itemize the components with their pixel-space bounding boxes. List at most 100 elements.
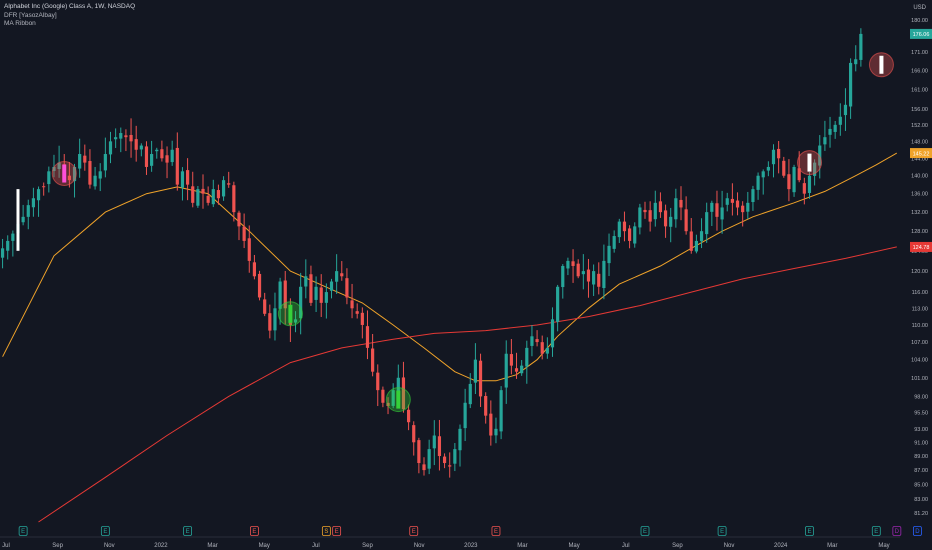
symbol-title: Alphabet Inc (Google) Class A, 1W, NASDA…	[4, 3, 136, 10]
candle-body	[103, 154, 107, 171]
candle-body	[458, 428, 462, 451]
candle-body	[201, 188, 205, 194]
price-axis-label	[910, 28, 932, 39]
y-tick-label: 89.00	[914, 454, 928, 460]
candle-body	[278, 281, 282, 309]
candle-body	[499, 390, 503, 432]
candle-body	[437, 436, 442, 457]
y-tick-label: 166.00	[911, 68, 928, 74]
candle-body	[756, 175, 760, 190]
event-marker-dividend[interactable]	[892, 526, 902, 536]
event-marker-earnings[interactable]	[250, 526, 259, 536]
candle-body	[406, 409, 411, 423]
event-marker-earnings[interactable]	[805, 526, 814, 536]
candle-body	[813, 162, 817, 176]
candle-body	[540, 342, 544, 354]
event-marker-glyph: E	[252, 529, 256, 535]
candle-body	[622, 221, 627, 232]
event-marker-split[interactable]	[321, 526, 331, 536]
candle-body	[31, 198, 36, 208]
event-marker-earnings[interactable]	[871, 526, 881, 536]
event-marker-earnings[interactable]	[640, 526, 650, 536]
event-marker-earnings[interactable]	[409, 526, 419, 536]
candle-body	[453, 449, 457, 464]
event-marker-earnings[interactable]	[183, 526, 192, 536]
signal-highlight-bar	[62, 164, 67, 183]
x-tick-label: Nov	[104, 543, 115, 549]
candle-body	[36, 189, 41, 201]
candle-body	[566, 260, 570, 269]
event-marker-dividend[interactable]	[18, 526, 28, 536]
event-marker-earnings[interactable]	[717, 526, 727, 536]
candle-body	[88, 161, 92, 185]
candle-body	[21, 216, 25, 223]
candle-body	[196, 189, 200, 206]
x-tick-label: Sep	[672, 543, 683, 549]
candle-body	[612, 236, 616, 249]
candle-body	[627, 228, 632, 241]
x-tick-label: Jul	[2, 543, 10, 549]
event-marker-earnings[interactable]	[332, 526, 342, 536]
price-axis-label	[910, 148, 932, 159]
candle-body	[679, 199, 683, 208]
y-tick-label: 152.00	[911, 123, 928, 129]
candle-body	[643, 209, 647, 213]
candle-body	[160, 149, 164, 159]
event-marker-earnings[interactable]	[100, 526, 110, 536]
candle-body	[792, 166, 796, 193]
candle-body	[771, 149, 776, 165]
candle-body	[807, 175, 812, 193]
candle-body	[576, 263, 580, 277]
candle-body	[252, 262, 257, 277]
event-marker-dividend[interactable]	[913, 526, 922, 536]
candle-body	[26, 205, 30, 217]
y-tick-label: 110.00	[912, 323, 928, 329]
event-marker-glyph: E	[874, 529, 878, 535]
candle-body	[150, 154, 154, 166]
candle-body	[777, 148, 781, 159]
candle-body	[412, 425, 416, 443]
candle-body	[648, 210, 652, 222]
event-marker-earnings[interactable]	[491, 526, 501, 536]
event-marker-glyph: E	[643, 529, 647, 535]
y-tick-label: 87.00	[914, 468, 928, 474]
candle-body	[83, 155, 87, 163]
candle-body	[838, 116, 842, 125]
candle-body	[448, 465, 452, 467]
candle-body	[371, 348, 375, 372]
x-tick-label: May	[878, 543, 889, 549]
candle-body	[98, 171, 102, 179]
candle-body	[293, 319, 298, 323]
candle-body	[144, 146, 149, 167]
x-tick-label: Mar	[207, 543, 217, 549]
signal-highlight-bar	[807, 153, 812, 172]
y-tick-label: 83.00	[914, 497, 928, 503]
candle-body	[170, 149, 174, 163]
y-tick-label: 161.00	[911, 87, 928, 93]
candle-body	[782, 160, 786, 176]
candle-body	[124, 135, 128, 138]
y-tick-label: 85.00	[914, 482, 928, 488]
candle-body	[787, 174, 791, 190]
event-marker-glyph: E	[335, 529, 339, 535]
indicator-dfr-label[interactable]: DFR [YasozAlbay]	[4, 12, 57, 19]
candle-body	[216, 190, 221, 199]
candle-body	[355, 311, 359, 314]
x-tick-label: Mar	[827, 543, 837, 549]
candle-body	[155, 149, 159, 152]
signal-highlight-bar	[288, 304, 293, 323]
signal-highlight-bar	[16, 189, 20, 251]
candle-body	[67, 175, 71, 181]
candle-body	[854, 59, 858, 65]
x-tick-label: Nov	[414, 543, 425, 549]
candle-body	[396, 377, 400, 393]
candle-body	[504, 353, 508, 388]
y-tick-label: 93.00	[914, 427, 928, 433]
candle-body	[299, 286, 303, 319]
indicator-ma-ribbon-label[interactable]: MA Ribbon	[4, 20, 36, 27]
candle-body	[273, 308, 277, 331]
candle-body	[78, 154, 82, 169]
candle-body	[227, 183, 231, 185]
candle-body	[304, 276, 308, 287]
